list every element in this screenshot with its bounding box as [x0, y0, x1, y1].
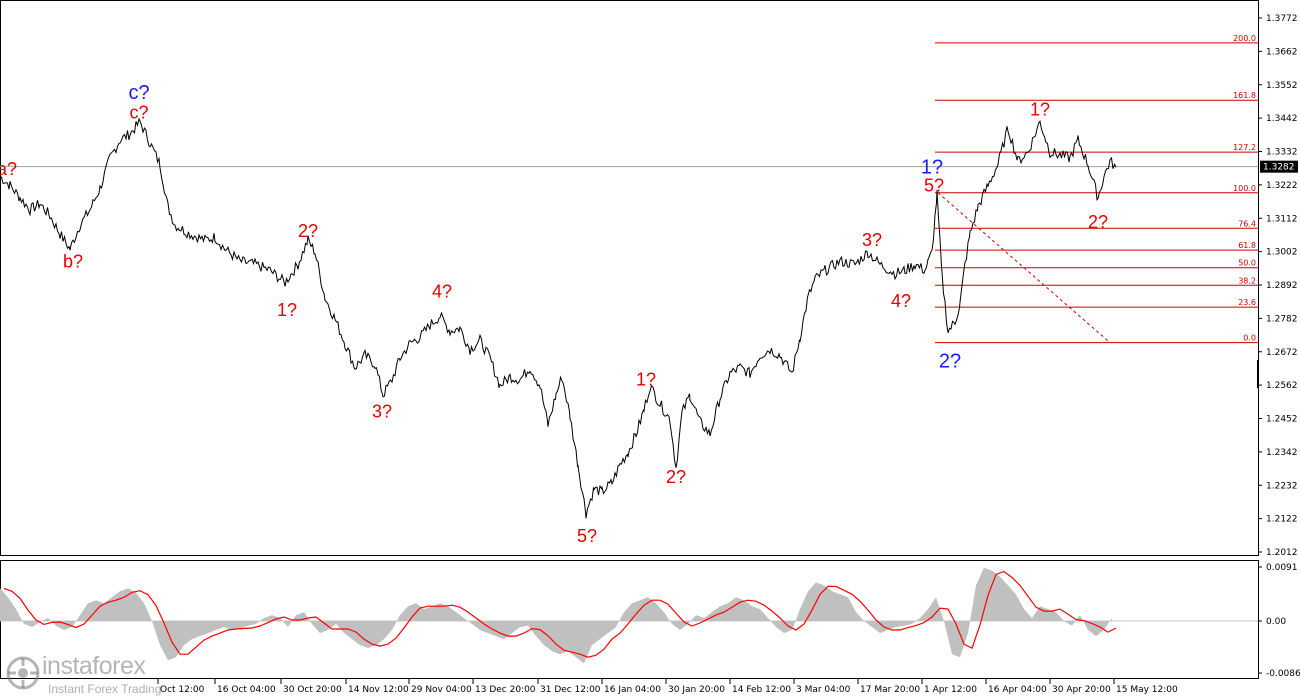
wave-label: 5? [577, 526, 597, 546]
price-tag-layer: 1.3282 [1260, 160, 1298, 173]
fib-diagonal [937, 192, 1111, 344]
time-tick-label: 1 Apr 12:00 [924, 685, 977, 695]
time-tick-label: 13 Dec 20:00 [475, 685, 536, 695]
fib-label-127-2: 127.2 [1233, 143, 1256, 152]
wave-label: 4? [432, 282, 452, 302]
time-tick-label: 30 Jan 20:00 [668, 685, 725, 695]
instaforex-logo: instaforex Instant Forex Trading [4, 652, 174, 698]
wave-label: b? [63, 251, 83, 271]
wave-label: 2? [666, 467, 686, 487]
time-tick-label: 29 Nov 04:00 [411, 685, 472, 695]
time-tick-label: 30 Apr 20:00 [1052, 685, 1111, 695]
wave-label: 1? [1030, 100, 1050, 120]
time-tick-label: 16 Oct 04:00 [217, 685, 276, 695]
price-tick-label: 1.2012 [1266, 548, 1298, 558]
price-tick-label: 1.3332 [1266, 148, 1298, 158]
time-tick-label: 30 Oct 20:00 [283, 685, 342, 695]
price-tick-label: 1.3002 [1266, 248, 1298, 258]
logo-mark-icon [6, 656, 40, 690]
time-tick-label: Oct 12:00 [160, 685, 205, 695]
wave-label: 2? [1088, 212, 1108, 232]
price-tick-label: 1.2672 [1266, 348, 1298, 358]
time-tick-label: 17 Mar 20:00 [860, 685, 920, 695]
price-tick-label: 1.2892 [1266, 281, 1298, 291]
price-tick-label: 1.3222 [1266, 181, 1298, 191]
fib-label-0-0: 0.0 [1243, 334, 1256, 343]
wave-label: a? [0, 159, 17, 179]
oscillator-tick-label: 0.00 [1266, 617, 1286, 627]
fib-label-61-8: 61.8 [1238, 241, 1256, 250]
oscillator-axis: 0.0091 0.00 -0.00862 [1258, 563, 1300, 679]
logo-tagline: Instant Forex Trading [48, 682, 162, 696]
price-tick-label: 1.3442 [1266, 114, 1298, 124]
current-price-tag-text: 1.3282 [1263, 163, 1295, 173]
oscillator-layer [0, 567, 1258, 664]
time-tick-label: 14 Feb 12:00 [732, 685, 791, 695]
time-tick-label: 31 Dec 12:00 [540, 685, 601, 695]
wave-label: 3? [372, 402, 392, 422]
price-tick-label: 1.2342 [1266, 448, 1298, 458]
wave-label: 2? [298, 221, 318, 241]
wave-label: 4? [891, 291, 911, 311]
wave-label: c? [129, 103, 148, 123]
time-tick-label: 3 Mar 04:00 [796, 685, 851, 695]
oscillator-signal-line [3, 570, 1117, 658]
wave-label: 1? [921, 156, 943, 178]
time-tick-label: 16 Jan 04:00 [604, 685, 661, 695]
time-tick-label: 15 May 12:00 [1116, 685, 1178, 695]
price-tick-label: 1.2782 [1266, 314, 1298, 324]
price-tick-label: 1.2452 [1266, 415, 1298, 425]
time-tick-label: 14 Nov 12:00 [348, 685, 409, 695]
price-tick-label: 1.2562 [1266, 381, 1298, 391]
wave-label: 3? [862, 230, 882, 250]
wave-label: 1? [277, 300, 297, 320]
oscillator-tick-label: 0.0091 [1266, 563, 1298, 573]
current-price-tag [1260, 160, 1298, 173]
wave-label: 5? [924, 176, 944, 196]
oscillator-tick-label: -0.00862 [1266, 669, 1300, 679]
fibonacci-layer: 200.0 161.8 127.2 100.0 76.4 61.8 50.0 38.2 23.6… [935, 34, 1258, 344]
price-tick-label: 1.3112 [1266, 214, 1298, 224]
price-tick-label: 1.2122 [1266, 515, 1298, 525]
price-tick-label: 1.3772 [1266, 14, 1298, 24]
logo-brand: instaforex [42, 652, 146, 680]
main-panel [0, 0, 1259, 556]
time-tick-label: 16 Apr 04:00 [988, 685, 1047, 695]
price-axis: 1.3772 1.3662 1.3552 1.3442 1.3332 1.3222 1.31… [1257, 14, 1298, 558]
price-tick-label: 1.2232 [1266, 481, 1298, 491]
wave-label: 1? [636, 370, 656, 390]
fib-label-76-4: 76.4 [1238, 219, 1256, 228]
price-tick-label: 1.3662 [1266, 47, 1298, 57]
fib-label-100-0: 100.0 [1233, 184, 1256, 193]
fib-label-200-0: 200.0 [1233, 34, 1256, 43]
price-tick-label: 1.3552 [1266, 81, 1298, 91]
time-axis: Oct 12:00 16 Oct 04:00 30 Oct 20:00 14 Nov … [157, 679, 1178, 695]
fib-label-161-8: 161.8 [1233, 91, 1256, 100]
fib-label-23-6: 23.6 [1238, 298, 1256, 307]
price-series-layer [0, 117, 1117, 519]
fib-label-38-2: 38.2 [1238, 276, 1256, 285]
price-line [0, 117, 1117, 519]
wave-labels-layer: a?c?c?b?2?1?3?4?5?1?2?3?4?1?5?2?1?2? [0, 82, 1108, 546]
fib-label-50-0: 50.0 [1238, 259, 1256, 268]
wave-label: 2? [939, 351, 961, 373]
wave-label: c? [128, 82, 149, 104]
